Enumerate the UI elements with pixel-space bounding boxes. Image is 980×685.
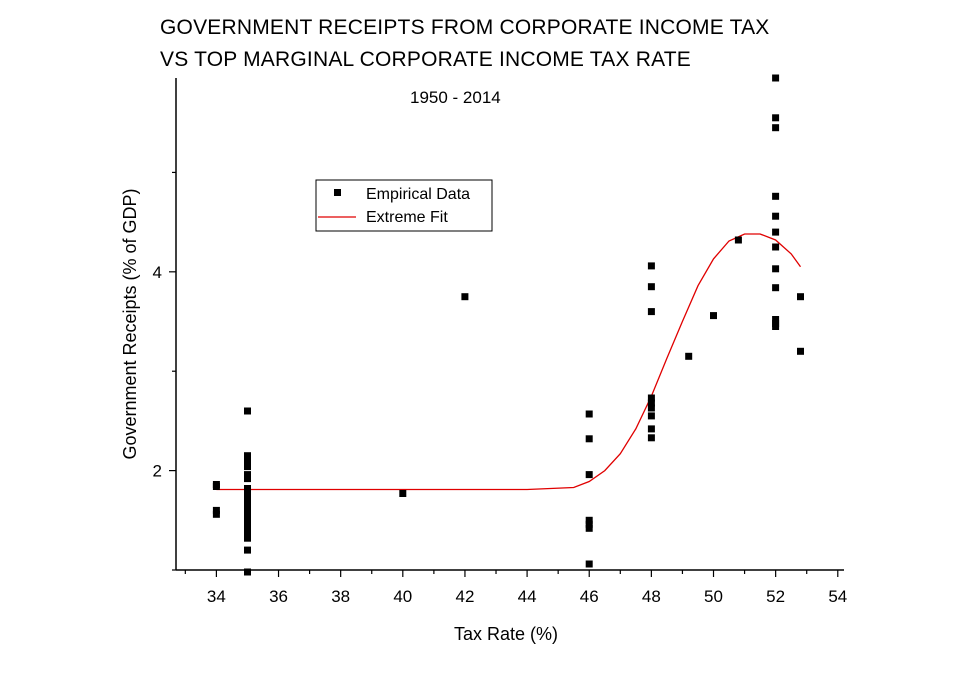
x-tick-label: 52 <box>766 587 785 606</box>
data-point <box>647 283 655 291</box>
x-tick-label: 38 <box>331 587 350 606</box>
data-point <box>772 212 780 220</box>
y-tick-label: 4 <box>153 263 162 282</box>
data-point <box>585 435 593 443</box>
chart-title-line-2: VS TOP MARGINAL CORPORATE INCOME TAX RAT… <box>160 48 691 71</box>
data-point <box>244 506 251 514</box>
data-point <box>734 236 742 244</box>
data-point <box>244 407 251 415</box>
data-point <box>244 471 251 479</box>
data-point <box>772 323 780 330</box>
data-point <box>585 471 593 479</box>
chart-subtitle: 1950 - 2014 <box>410 88 501 107</box>
data-point <box>244 463 251 471</box>
data-point <box>585 524 593 532</box>
data-point <box>212 506 220 514</box>
data-point <box>585 516 593 524</box>
data-point <box>244 546 251 554</box>
data-point <box>244 485 251 492</box>
fit-line-layer <box>216 233 802 491</box>
data-point <box>585 520 593 528</box>
data-point <box>244 518 251 526</box>
data-point <box>772 114 780 122</box>
x-tick-label: 34 <box>207 587 226 606</box>
data-point <box>772 124 780 132</box>
data-point <box>244 568 251 576</box>
chart-title-line-1: GOVERNMENT RECEIPTS FROM CORPORATE INCOM… <box>160 16 770 39</box>
legend-box <box>315 179 493 232</box>
legend: Empirical Data Extreme Fit <box>315 179 493 232</box>
data-point <box>212 483 220 490</box>
data-point <box>772 192 780 200</box>
data-point <box>399 490 407 497</box>
data-point <box>212 510 220 518</box>
data-point <box>244 512 251 520</box>
x-tick-label: 46 <box>580 587 599 606</box>
data-point <box>772 265 780 273</box>
data-point <box>461 293 469 301</box>
data-point <box>772 284 780 292</box>
data-point <box>772 316 780 323</box>
data-point <box>244 500 251 508</box>
y-tick-label: 2 <box>153 462 162 481</box>
data-point <box>244 534 251 542</box>
x-tick-label: 36 <box>269 587 288 606</box>
legend-label-empirical: Empirical Data <box>366 186 470 203</box>
data-point <box>772 243 780 251</box>
data-point <box>647 404 655 412</box>
x-tick-label: 44 <box>518 587 537 606</box>
x-tick-label: 50 <box>704 587 723 606</box>
data-point <box>244 455 251 463</box>
data-point <box>244 494 251 502</box>
data-point <box>797 347 804 355</box>
data-point <box>772 74 780 82</box>
data-point <box>244 475 251 483</box>
data-point <box>647 399 655 407</box>
data-point <box>647 262 655 270</box>
data-point <box>244 528 251 536</box>
data-point <box>647 308 655 316</box>
data-point <box>244 489 251 496</box>
x-tick-label: 40 <box>393 587 412 606</box>
legend-marker-empirical <box>334 189 341 196</box>
data-point <box>244 459 251 467</box>
data-point <box>647 412 655 420</box>
data-point <box>585 560 593 568</box>
y-axis-title: Government Receipts (% of GDP) <box>120 188 140 459</box>
x-axis-title: Tax Rate (%) <box>454 624 558 644</box>
data-point <box>244 524 251 532</box>
data-point <box>685 352 693 360</box>
legend-label-fit: Extreme Fit <box>366 209 448 226</box>
data-points-layer <box>212 74 804 576</box>
axes: 34 36 38 40 42 44 46 48 50 52 54 2 4 <box>153 78 847 606</box>
data-point <box>647 425 655 433</box>
data-point <box>710 312 717 320</box>
data-point <box>797 293 804 301</box>
x-tick-label: 54 <box>828 587 847 606</box>
data-point <box>647 434 655 442</box>
x-tick-label: 48 <box>642 587 661 606</box>
fit-line <box>216 233 802 491</box>
data-point <box>772 228 780 236</box>
data-point <box>647 394 655 402</box>
data-point <box>585 410 593 418</box>
x-tick-label: 42 <box>455 587 474 606</box>
